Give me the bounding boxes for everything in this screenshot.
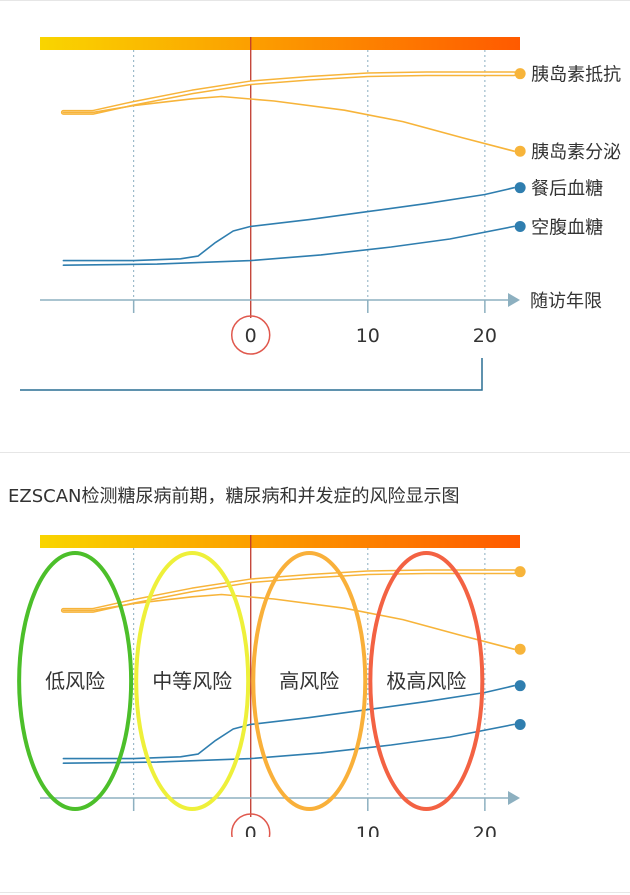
risk-label: 高风险 xyxy=(279,669,339,693)
x-tick-label: 20 xyxy=(473,325,497,347)
legend-label: 空腹血糖 xyxy=(531,217,603,238)
top-divider xyxy=(0,0,630,1)
series-line-2 xyxy=(62,593,515,650)
x-tick-label: 20 xyxy=(473,823,497,837)
series-end-dot xyxy=(514,182,526,194)
x-tick-label: 10 xyxy=(356,325,380,347)
x-tick-label: 0 xyxy=(245,325,257,347)
series-end-dot xyxy=(514,643,526,655)
risk-ellipse xyxy=(17,551,134,811)
series-end-dot xyxy=(514,718,526,730)
x-axis-arrow xyxy=(508,791,520,805)
series-end-dot xyxy=(514,68,526,80)
progression-gradient-bar xyxy=(40,37,520,50)
series-line-1-inner xyxy=(62,72,516,114)
bottom-divider xyxy=(0,892,630,893)
progression-gradient-bar xyxy=(40,535,520,548)
x-axis-title: 随访年限 xyxy=(530,291,602,312)
timeline-bracket xyxy=(20,358,483,391)
series-end-dot xyxy=(514,566,526,578)
risk-label: 低风险 xyxy=(45,669,105,693)
section-divider xyxy=(0,452,630,453)
series-line-4 xyxy=(62,723,515,764)
series-line-3 xyxy=(62,186,515,262)
legend-label: 餐后血糖 xyxy=(531,179,603,200)
series-line-2 xyxy=(62,95,515,152)
year-zero-circle xyxy=(230,315,271,355)
series-end-dot xyxy=(514,220,526,232)
x-axis-arrow xyxy=(508,293,520,307)
risk-stages-chart: 0 10 20 低风险 中等风险 高风险 极高风险 xyxy=(17,535,526,837)
series-end-dot xyxy=(514,145,526,157)
x-tick-label: 10 xyxy=(356,823,380,837)
risk-ellipse xyxy=(134,551,251,811)
series-line-3 xyxy=(62,684,515,760)
risk-label: 极高风险 xyxy=(386,669,466,693)
legend-label: 胰岛素分泌 xyxy=(531,142,621,163)
x-tick-label: 0 xyxy=(245,823,257,837)
chart-caption: EZSCAN检测糖尿病前期，糖尿病和并发症的风险显示图 xyxy=(8,486,460,507)
series-end-dot xyxy=(514,680,526,692)
risk-ellipse xyxy=(368,551,485,811)
year-zero-circle xyxy=(230,813,271,837)
risk-label: 中等风险 xyxy=(152,669,232,693)
legend-label: 胰岛素抵抗 xyxy=(531,65,621,86)
risk-ellipse xyxy=(251,551,368,811)
series-line-4 xyxy=(62,225,515,266)
